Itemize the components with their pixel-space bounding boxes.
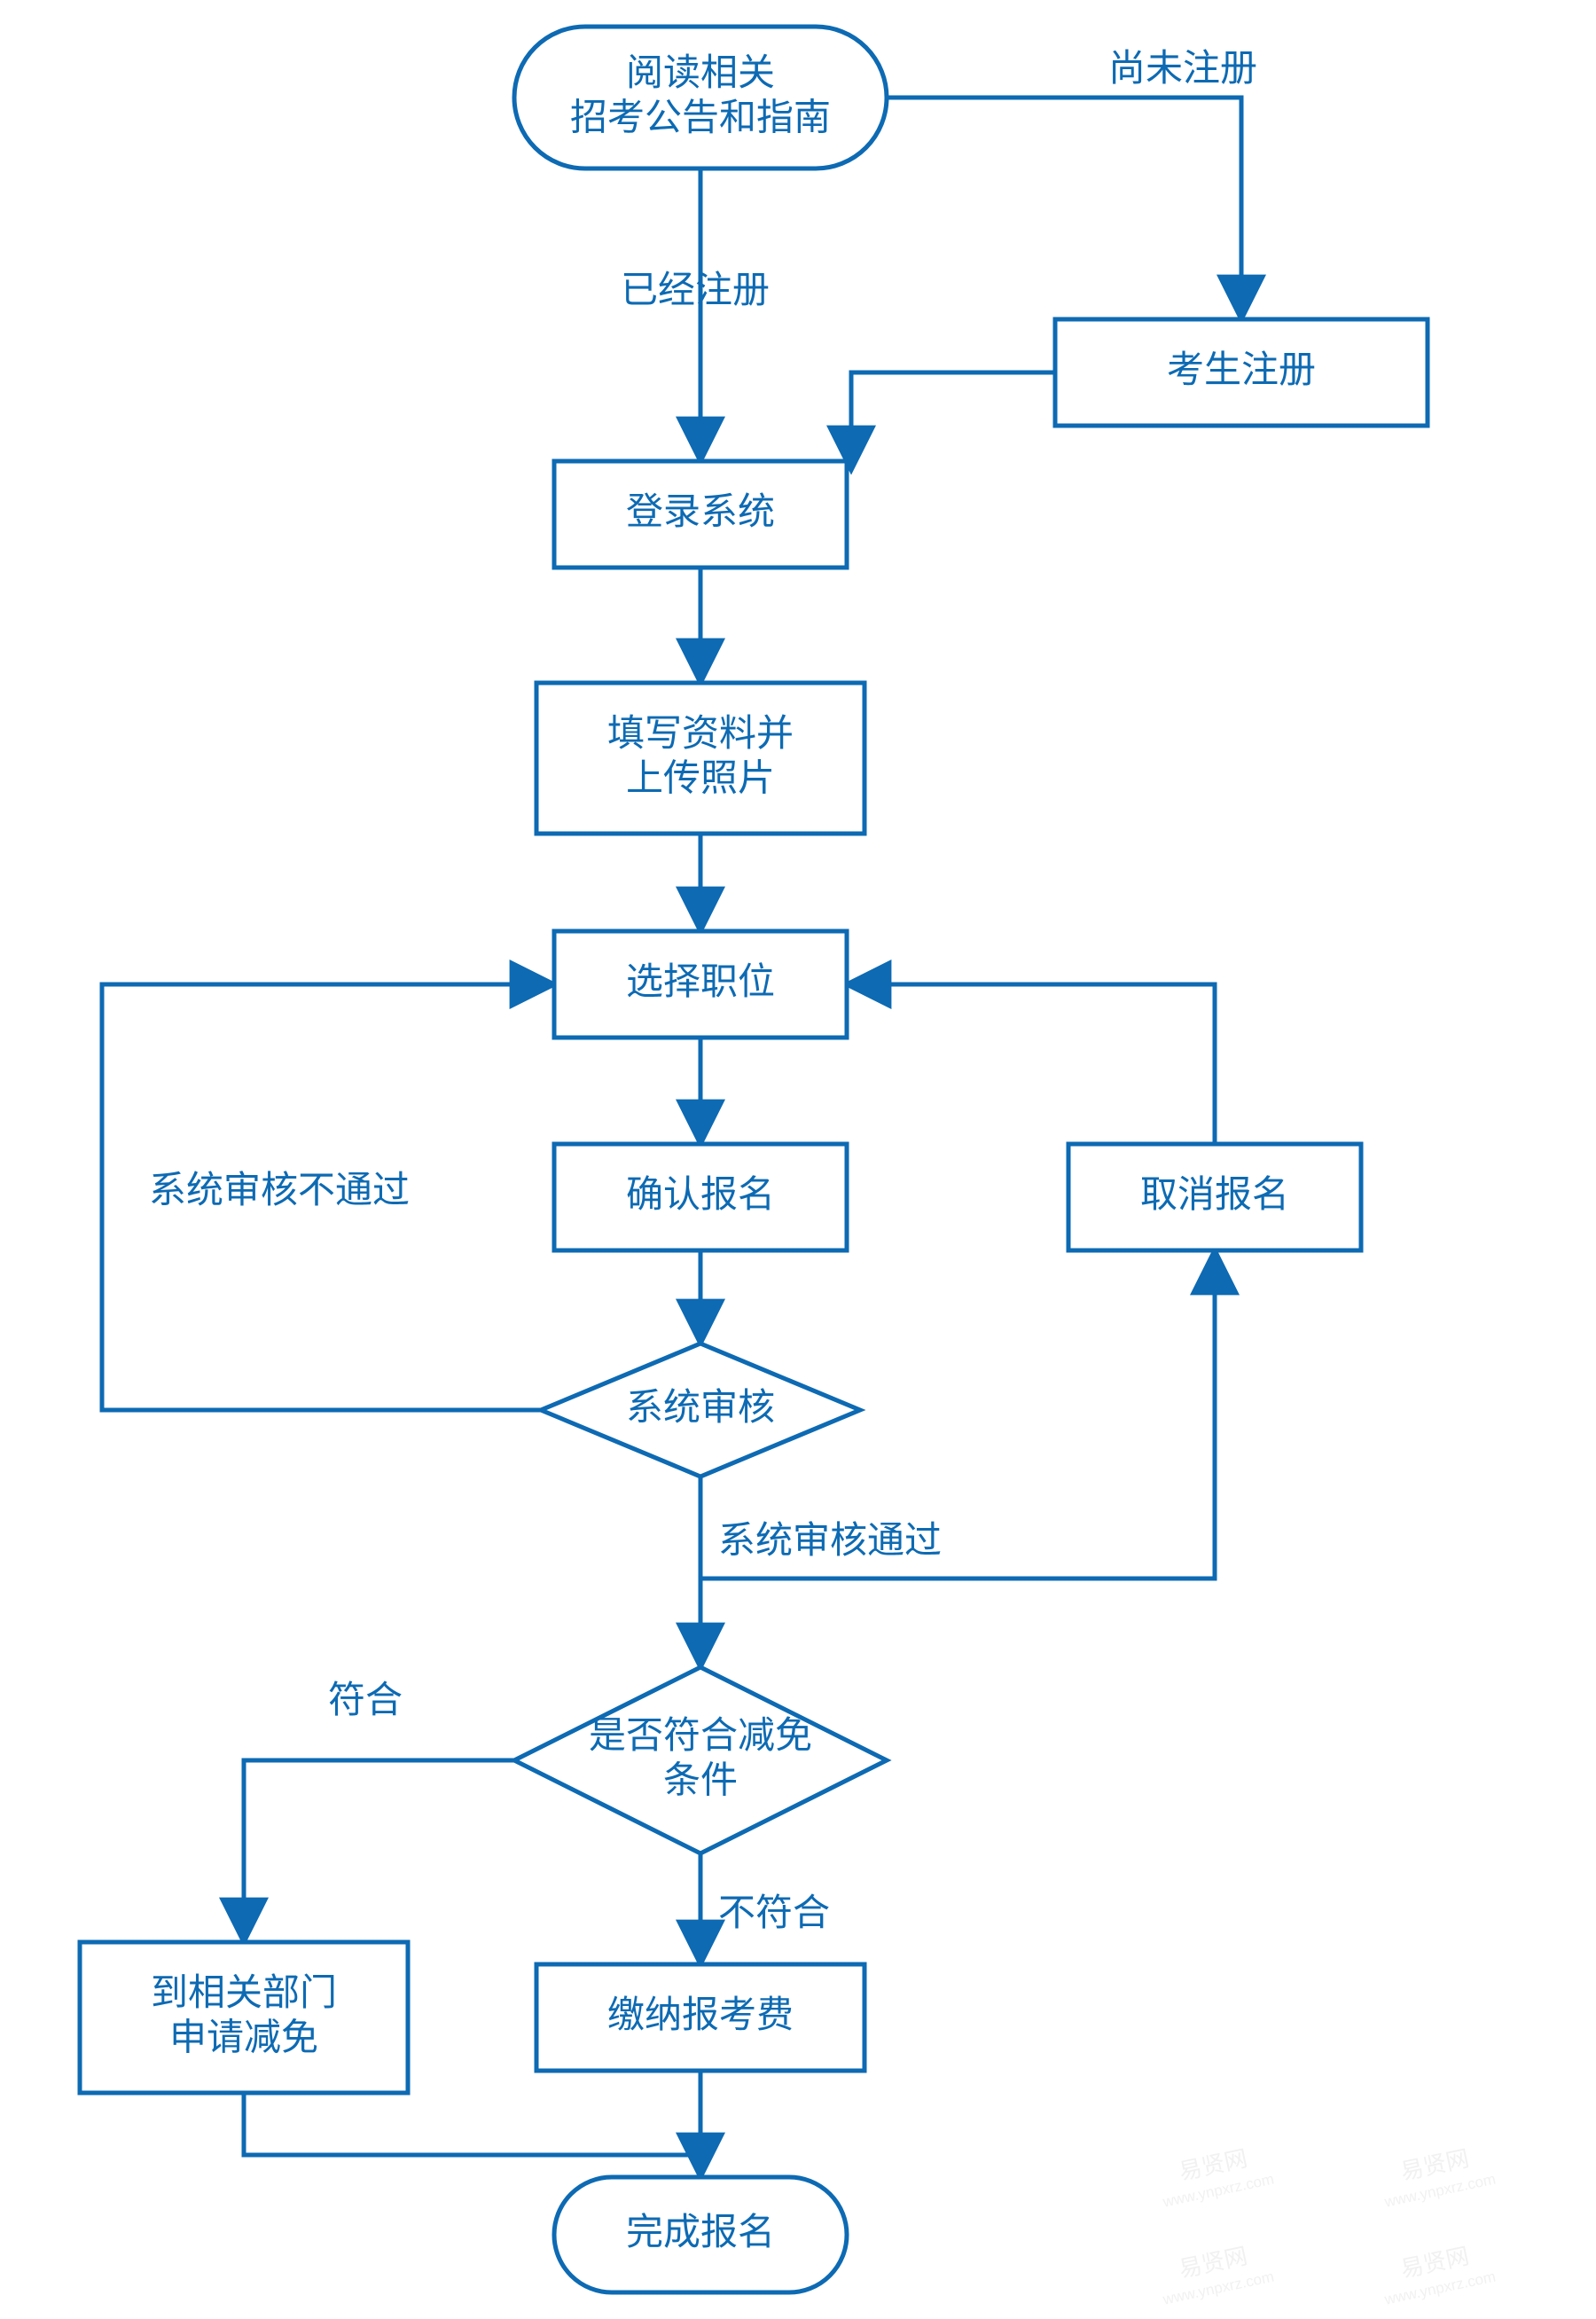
edge-label: 不符合 — [718, 1892, 830, 1933]
node-login: 登录系统 — [554, 461, 847, 568]
node-label: 取消报名 — [1140, 1173, 1289, 1215]
node-label: 确认报名 — [626, 1173, 775, 1215]
node-finish: 完成报名 — [554, 2177, 847, 2292]
node-confirm: 确认报名 — [554, 1144, 847, 1250]
node-label: 阅读相关 — [626, 51, 775, 93]
node-label: 到相关部门 — [151, 1971, 337, 2013]
node-sysreview: 系统审核 — [541, 1344, 860, 1477]
edge-label: 符合 — [328, 1679, 403, 1720]
watermark: 易贤网www.ynpxrz.com — [1154, 2140, 1276, 2211]
node-register: 考生注册 — [1055, 319, 1428, 426]
edge — [887, 98, 1241, 319]
edge — [244, 2093, 700, 2155]
node-label: 登录系统 — [626, 490, 775, 532]
edge — [244, 1760, 514, 1942]
watermark: 易贤网www.ynpxrz.com — [1376, 2237, 1498, 2308]
node-label: 选择职位 — [626, 960, 775, 1002]
watermark: 易贤网www.ynpxrz.com — [1376, 2140, 1498, 2211]
node-label: 完成报名 — [626, 2211, 775, 2252]
node-label: 是否符合减免 — [589, 1714, 812, 1756]
watermark: 易贤网www.ynpxrz.com — [1154, 2237, 1276, 2308]
node-pay: 缴纳报考费 — [536, 1964, 864, 2071]
node-label: 申请减免 — [169, 2016, 318, 2057]
node-label: 招考公告和指南 — [570, 96, 831, 137]
node-label: 考生注册 — [1167, 349, 1316, 390]
node-label: 缴纳报考费 — [607, 1994, 794, 2035]
node-label: 系统审核 — [626, 1386, 775, 1428]
node-label: 填写资料并 — [607, 712, 794, 754]
node-fill: 填写资料并上传照片 — [536, 683, 864, 834]
node-cancel: 取消报名 — [1068, 1144, 1361, 1250]
node-label: 条件 — [663, 1759, 738, 1800]
edge — [851, 372, 1055, 470]
flowchart-canvas: 易贤网www.ynpxrz.com 易贤网www.ynpxrz.com 易贤网www… — [0, 0, 1596, 2319]
edge-label: 系统审核不通过 — [149, 1169, 410, 1210]
node-applyExempt: 到相关部门申请减免 — [80, 1942, 408, 2093]
node-exemption: 是否符合减免条件 — [514, 1667, 887, 1853]
edge-label: 尚未注册 — [1108, 47, 1257, 89]
node-start: 阅读相关招考公告和指南 — [514, 27, 887, 168]
node-select: 选择职位 — [554, 931, 847, 1038]
edge — [847, 984, 1215, 1144]
edge-label: 已经注册 — [621, 269, 770, 310]
edge-label: 系统审核通过 — [718, 1519, 942, 1561]
node-label: 上传照片 — [626, 756, 775, 798]
